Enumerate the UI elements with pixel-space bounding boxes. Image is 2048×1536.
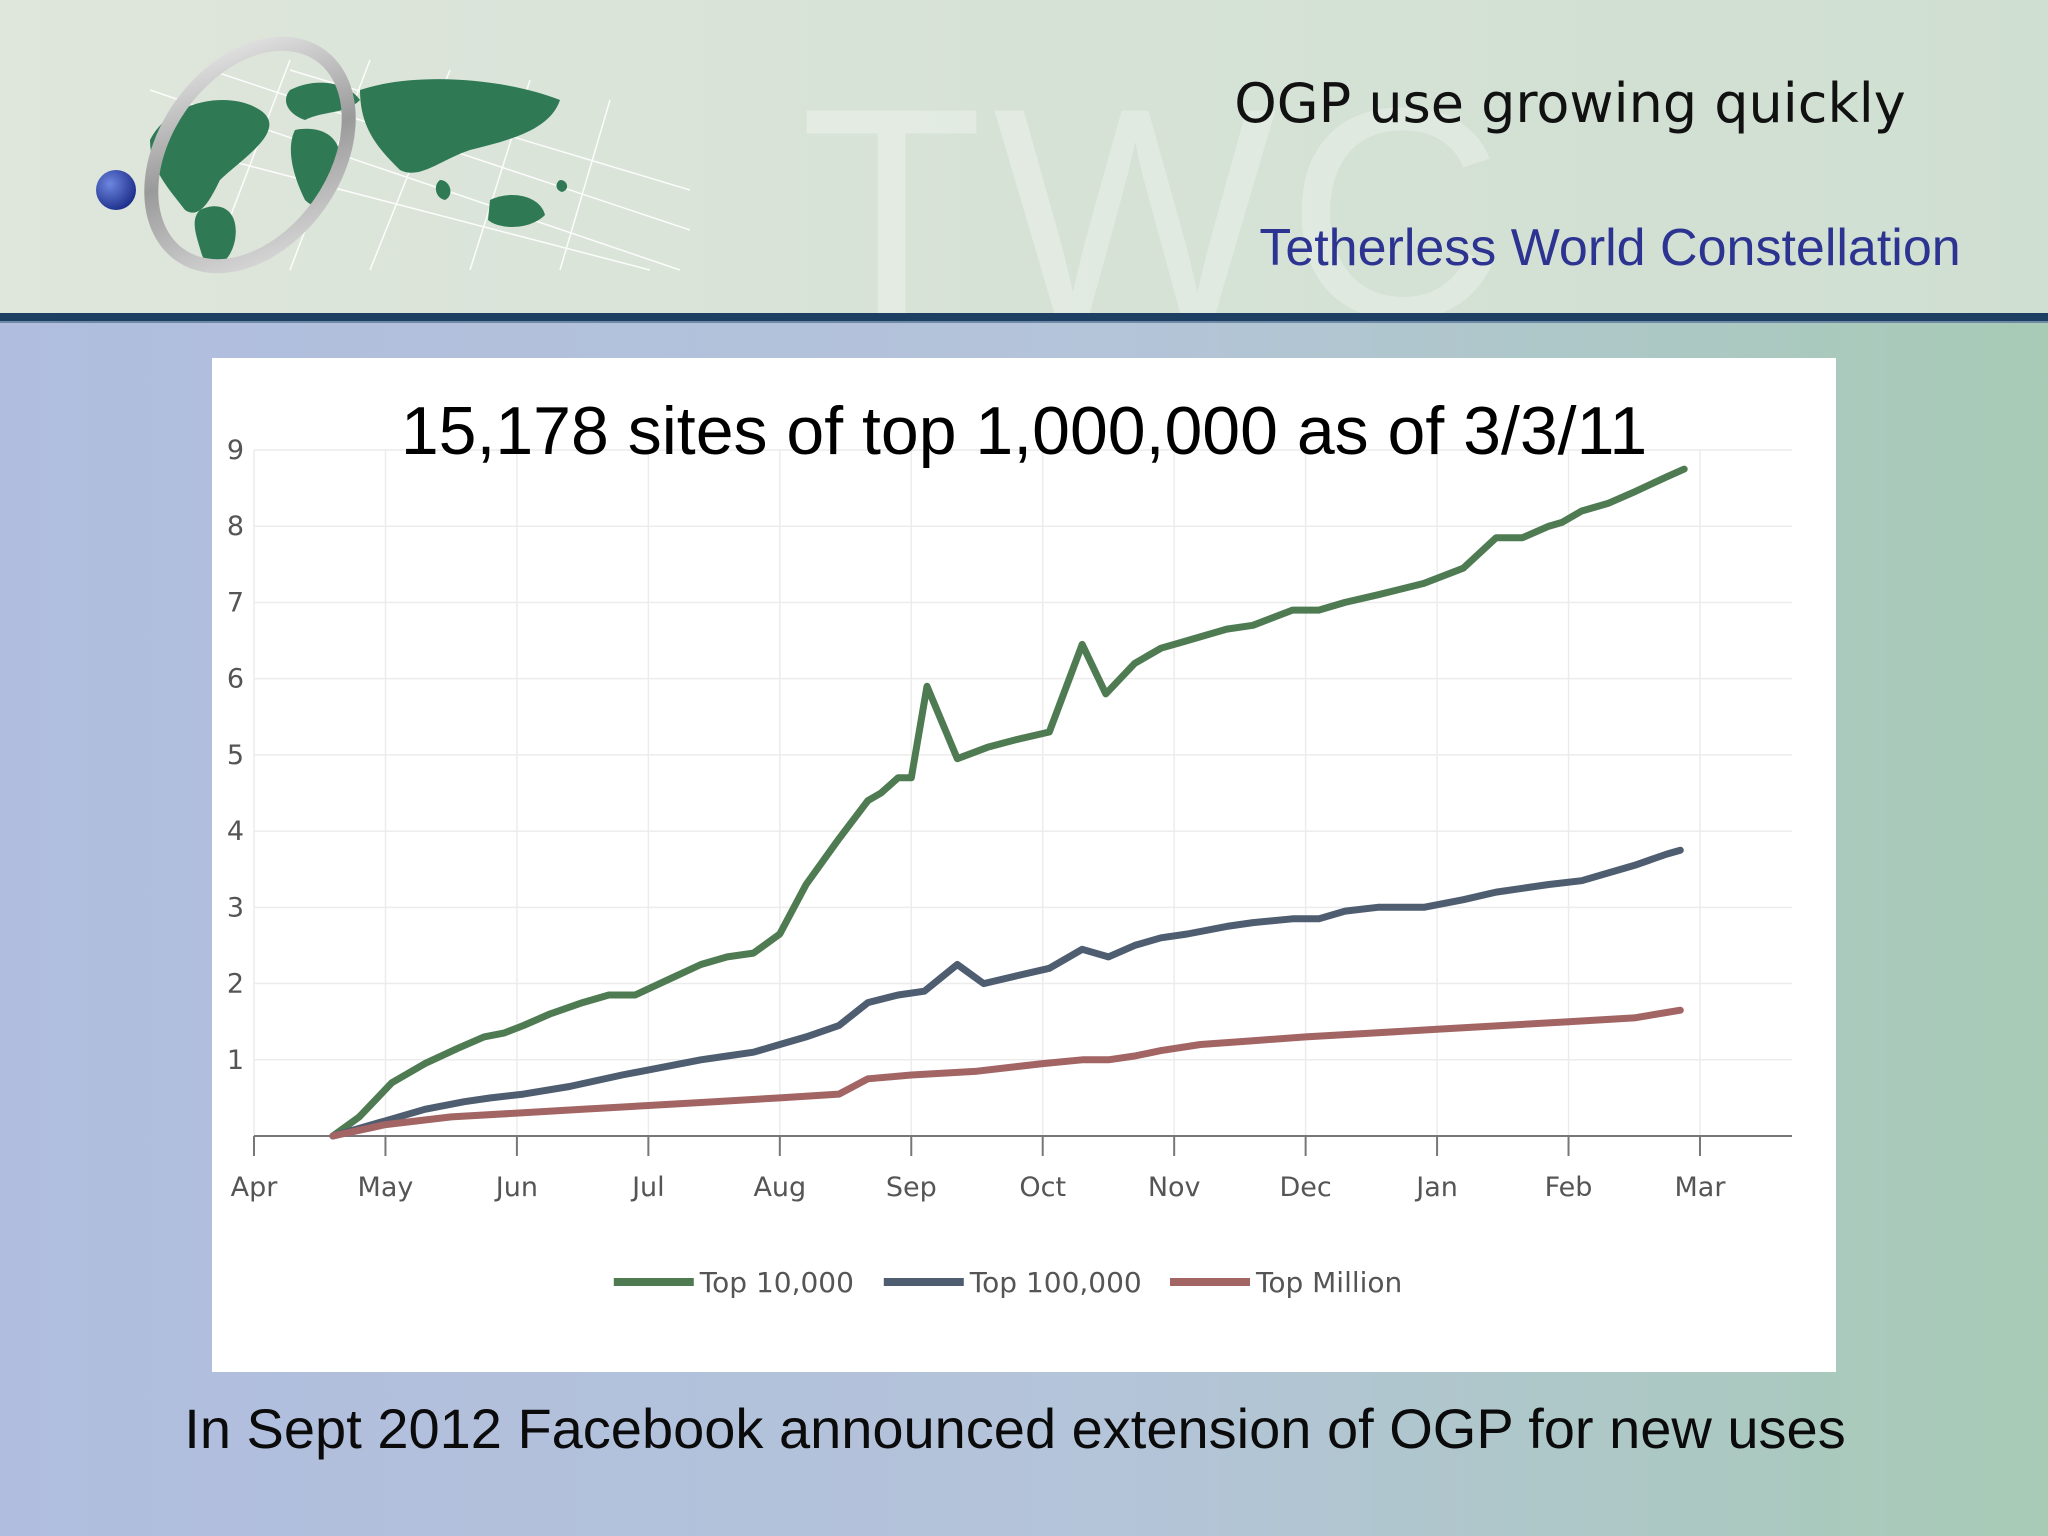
x-tick-label: Feb [1545,1172,1593,1203]
x-tick-label: Nov [1148,1172,1201,1203]
legend-label: Top 10,000 [699,1266,854,1299]
legend-label: Top Million [1255,1266,1402,1299]
y-tick-label: 9 [227,435,244,466]
y-tick-label: 5 [227,740,244,771]
series-layer [329,465,1688,1140]
globe-ring-logo-icon [96,36,690,274]
organization-name: Tetherless World Constellation [1259,219,1961,277]
x-tick-label: Jun [494,1172,538,1203]
y-tick-label: 2 [227,969,244,1000]
y-tick-label: 8 [227,511,244,542]
y-tick-label: 7 [227,587,244,618]
legend-label: Top 100,000 [969,1266,1142,1299]
slide-title: OGP use growing quickly [1234,72,1906,135]
slide-header: TWC OGP u [0,0,2048,381]
x-tick-label: Oct [1019,1172,1066,1203]
header-divider [0,313,2048,323]
x-tick-label: Dec [1279,1172,1331,1203]
x-tick-label: May [358,1172,414,1203]
x-tick-label: Apr [231,1172,279,1203]
series-line-top-million [329,1006,1684,1140]
y-tick-label: 4 [227,816,244,847]
x-tick-label: Aug [753,1172,806,1203]
y-tick-label: 6 [227,664,244,695]
y-tick-label: 3 [227,892,244,923]
x-tick-label: Jan [1414,1172,1458,1203]
x-tick-label: Jul [630,1172,665,1203]
y-tick-label: 1 [227,1045,244,1076]
series-line-top-100-000 [329,846,1684,1140]
series-line-top-10-000 [329,465,1688,1140]
grid-layer [253,449,1792,1136]
axis-layer: 1 2 3 4 5 6 7 8 9 Apr May Jun Jul Aug Sep Oct Nov Dec Jan F… [227,435,1792,1203]
chart-panel: 1 2 3 4 5 6 7 8 9 Apr May Jun Jul Aug Sep Oct Nov Dec Jan F… [212,358,1836,1372]
x-tick-label: Mar [1675,1172,1727,1203]
line-chart: 1 2 3 4 5 6 7 8 9 Apr May Jun Jul Aug Sep Oct Nov Dec Jan F… [227,393,1792,1299]
chart-title: 15,178 sites of top 1,000,000 as of 3/3/… [401,393,1647,469]
x-tick-label: Sep [886,1172,937,1203]
slide-caption: In Sept 2012 Facebook announced extensio… [184,1397,1846,1460]
legend: Top 10,000 Top 100,000 Top Million [613,1266,1402,1299]
